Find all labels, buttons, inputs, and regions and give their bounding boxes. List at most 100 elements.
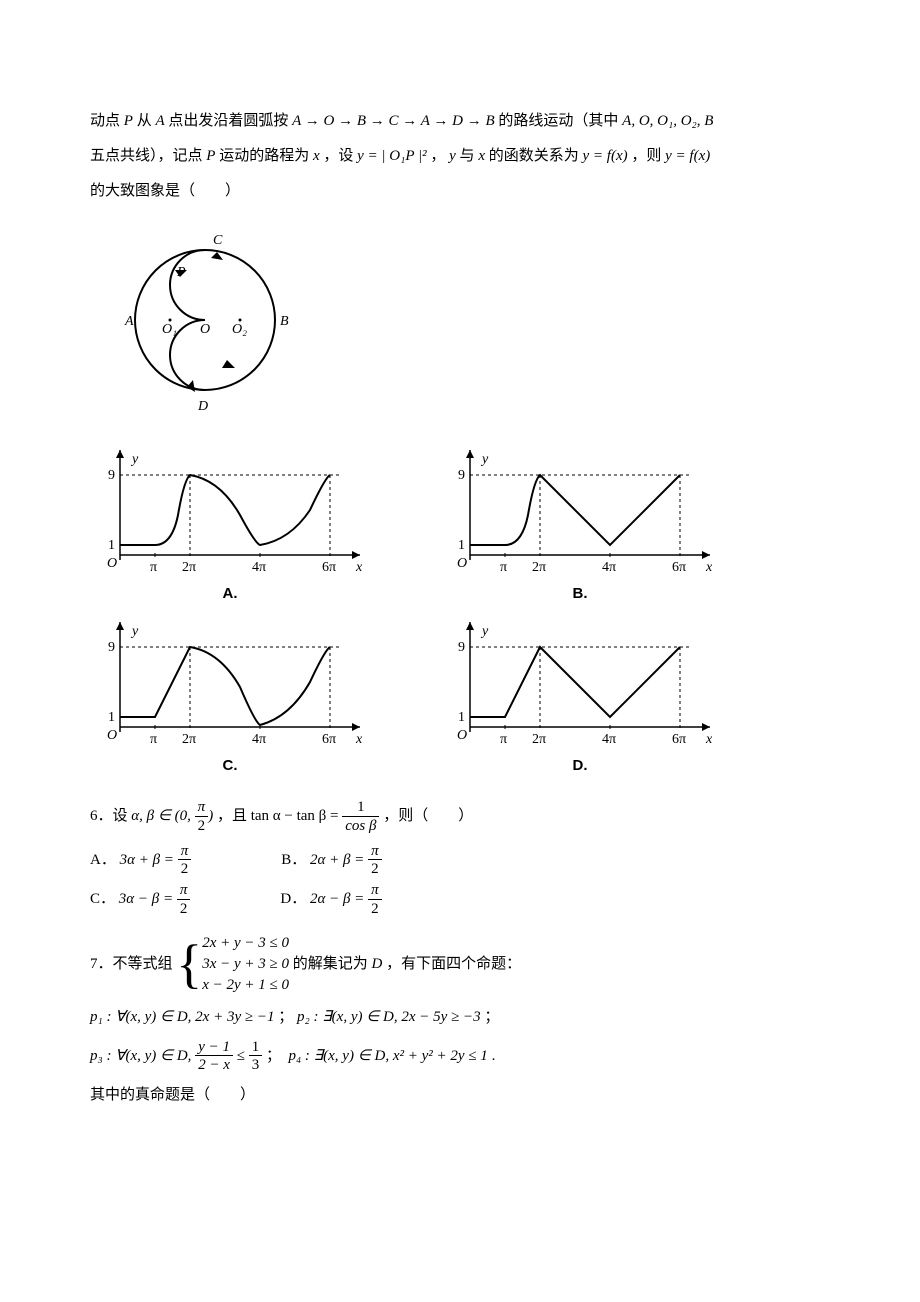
charts-row-2: y x O 1 9 π 2π 4π 6π C. y x O 1 [90, 617, 830, 779]
taiji-svg: A B C D O O₁ O₂ P [105, 220, 305, 420]
xtick-4pi: 4π [602, 732, 616, 747]
xtick-4pi: 4π [252, 732, 266, 747]
xtick-pi: π [500, 560, 507, 575]
xtick-6pi: 6π [322, 732, 336, 747]
label-C: C [213, 233, 223, 248]
label-O1: O₁ [162, 322, 177, 337]
y-expr: y = | O₁P |² [357, 148, 426, 164]
q6-opt-D: D． 2α − β = π2 [280, 882, 381, 918]
num: π [195, 799, 209, 817]
eq2: 3x − y + 3 ≥ 0 [202, 954, 289, 975]
x-axis-label: x [705, 732, 713, 747]
sep: ； [484, 1009, 499, 1025]
q6-opts-row2: C． 3α − β = π2 D． 2α − β = π2 [90, 882, 830, 918]
text: 其中的真命题是（ ） [90, 1087, 255, 1103]
upper-arc [170, 250, 205, 320]
p4-end: . [492, 1048, 496, 1064]
chart-C-svg: y x O 1 9 π 2π 4π 6π [90, 617, 370, 747]
chart-D: y x O 1 9 π 2π 4π 6π D. [440, 617, 720, 779]
var-P: P [124, 113, 133, 129]
x-axis-label: x [355, 732, 363, 747]
origin-label: O [457, 556, 467, 571]
num: 1 [342, 799, 379, 817]
chart-B-svg: y x O 1 9 π 2π 4π 6π [440, 445, 720, 575]
num: y − 1 [195, 1039, 233, 1057]
ytick-9: 9 [108, 640, 115, 655]
label-D: D [197, 399, 208, 414]
sep: ； [266, 1048, 281, 1064]
opt-label: C． [90, 891, 115, 907]
var-x: x [478, 148, 485, 164]
lhs: 2α + β = [310, 852, 368, 868]
xtick-4pi: 4π [602, 560, 616, 575]
xtick-pi: π [500, 732, 507, 747]
num: π [178, 843, 192, 861]
chart-B: y x O 1 9 π 2π 4π 6π B. [440, 445, 720, 607]
xtick-6pi: 6π [672, 732, 686, 747]
den: 3 [249, 1056, 263, 1074]
q6-opt-B: B． 2α + β = π2 [281, 843, 381, 879]
curve-C [120, 647, 330, 725]
var-x: x [313, 148, 320, 164]
charts-row-1: y x O 1 9 π 2π 4π 6π A. y x [90, 445, 830, 607]
label-O2: O₂ [232, 322, 247, 337]
system-lines: 2x + y − 3 ≤ 0 3x − y + 3 ≥ 0 x − 2y + 1… [202, 933, 289, 996]
problem-6-stem: 6．设 α, β ∈ (0, π2) ，且 tan α − tan β = 1c… [90, 799, 830, 835]
p4: p₄ : ∃(x, y) ∈ D, x² + y² + 2y ≤ 1 [288, 1048, 487, 1064]
label-P: P [176, 265, 186, 280]
var-y: y [449, 148, 456, 164]
opt-label: D． [280, 891, 306, 907]
lhs: 3α + β = [120, 852, 178, 868]
x-axis-label: x [705, 560, 713, 575]
arrow-top [211, 252, 223, 260]
text: 的函数关系为 [489, 148, 583, 164]
lhs: 2α − β = [310, 891, 368, 907]
q6-opts-row1: A． 3α + β = π2 B． 2α + β = π2 [90, 843, 830, 879]
ytick-1: 1 [108, 538, 115, 553]
q7-propositions-2: p₃ : ∀(x, y) ∈ D, y − 12 − x ≤ 13 ； p₄ :… [90, 1039, 830, 1075]
label-O: O [200, 322, 210, 337]
text: 与 [460, 148, 479, 164]
y-axis-label: y [480, 624, 489, 639]
y-axis-label: y [130, 452, 139, 467]
var-A: A [155, 113, 164, 129]
den: 2 [177, 900, 191, 918]
brace-system: { 2x + y − 3 ≤ 0 3x − y + 3 ≥ 0 x − 2y +… [176, 933, 289, 996]
ytick-1: 1 [458, 538, 465, 553]
points: A, O, O₁, O₂, B [622, 113, 713, 129]
chart-axes [466, 622, 710, 732]
chart-B-label: B. [573, 580, 588, 607]
ytick-1: 1 [108, 710, 115, 725]
xtick-6pi: 6π [672, 560, 686, 575]
den: 2 [178, 860, 192, 878]
chart-axes [116, 450, 360, 560]
text: 的解集记为 [293, 955, 372, 971]
x-axis-label: x [355, 560, 363, 575]
num: π [368, 882, 382, 900]
num: 1 [249, 1039, 263, 1057]
text: ，则 [631, 148, 665, 164]
fx: y = f(x) [665, 148, 710, 164]
arrow-inner-bottom [222, 360, 235, 368]
arrow-bottom [187, 380, 195, 392]
origin-label: O [457, 728, 467, 743]
opt-label: A． [90, 852, 116, 868]
ytick-9: 9 [458, 468, 465, 483]
cond3: ，则（ ） [383, 808, 473, 824]
num: π [368, 843, 382, 861]
chart-axes [116, 622, 360, 732]
var-D: D [372, 955, 383, 971]
chart-C: y x O 1 9 π 2π 4π 6π C. [90, 617, 370, 779]
text: 动点 [90, 113, 124, 129]
text: 运动的路程为 [219, 148, 313, 164]
curve-A [120, 475, 330, 545]
cond1b: ) [208, 808, 213, 824]
xtick-2pi: 2π [182, 732, 196, 747]
y-axis-label: y [480, 452, 489, 467]
den: cos β [342, 817, 379, 835]
den: 2 − x [195, 1056, 233, 1074]
text: 6．设 [90, 808, 131, 824]
xtick-2pi: 2π [182, 560, 196, 575]
chart-D-label: D. [573, 752, 588, 779]
problem-5-line1: 动点 P 从 A 点出发沿着圆弧按 A → O → B → C → A → D … [90, 108, 830, 135]
